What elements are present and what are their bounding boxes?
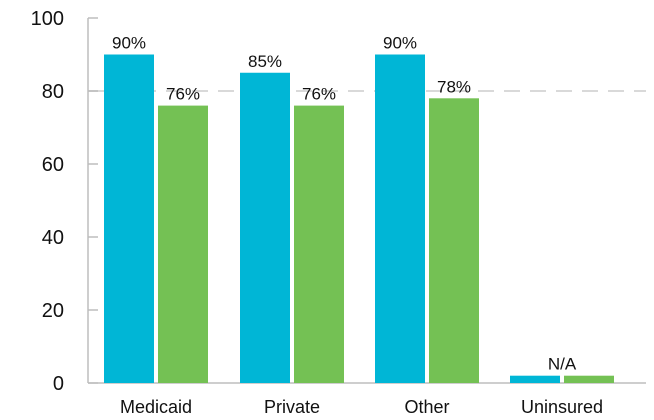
data-label: 90% (383, 34, 417, 53)
bar (104, 54, 154, 383)
bar (294, 105, 344, 383)
data-label: 76% (166, 85, 200, 104)
y-tick-label: 60 (42, 154, 64, 176)
y-tick-label: 0 (53, 373, 64, 395)
bar (564, 375, 614, 383)
data-label: 85% (248, 52, 282, 71)
labels-layer: 90% 76% Medicaid 85% 76% Private 90% 78% Other Un… (112, 34, 603, 418)
bar (510, 375, 560, 383)
x-tick-label: Medicaid (120, 397, 192, 417)
x-tick-label: Uninsured (521, 397, 603, 417)
bar (429, 98, 479, 384)
x-tick-label: Other (404, 397, 449, 417)
bars-layer (104, 54, 614, 384)
y-tick-label: 80 (42, 81, 64, 103)
data-label: 76% (302, 85, 336, 104)
y-tick-label: 40 (42, 227, 64, 249)
bar (375, 54, 425, 383)
na-annotation: N/A (548, 355, 577, 374)
bar (158, 105, 208, 383)
y-tick-label: 20 (42, 300, 64, 322)
x-tick-label: Private (264, 397, 320, 417)
data-label: 90% (112, 34, 146, 53)
y-tick-label: 100 (31, 8, 64, 30)
bar (240, 72, 290, 383)
data-label: 78% (437, 77, 471, 96)
